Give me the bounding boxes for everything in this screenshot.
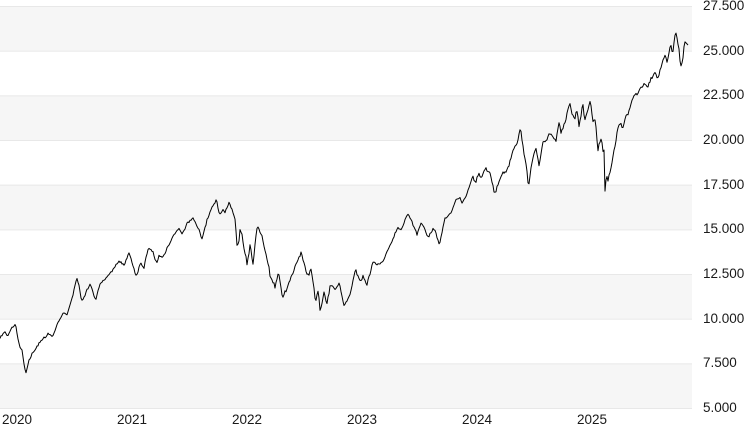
x-tick-label: 2025: [577, 412, 608, 427]
background-band: [0, 184, 692, 230]
x-tick-label: 2023: [347, 412, 378, 427]
y-tick-label: 22.500: [703, 87, 745, 103]
y-tick-label: 25.000: [703, 42, 745, 58]
x-tick-label: 2022: [232, 412, 263, 427]
x-tick-label: 2021: [117, 412, 148, 427]
y-tick-label: 15.000: [703, 221, 745, 237]
y-tick-label: 12.500: [703, 266, 745, 281]
y-tick-label: 5.000: [703, 400, 737, 415]
y-tick-label: 17.500: [703, 176, 745, 192]
price-line: [0, 32, 689, 374]
y-tick-label: 7.500: [703, 355, 737, 371]
y-tick-label: 20.000: [703, 132, 745, 147]
x-tick-label: 2024: [462, 412, 493, 427]
background-band: [0, 95, 692, 140]
x-tick-label: 2020: [2, 412, 33, 427]
background-band: [0, 6, 692, 51]
y-tick-label: 10.000: [703, 310, 745, 326]
background-band: [0, 274, 692, 319]
background-band: [0, 363, 692, 408]
y-tick-label: 27.500: [703, 0, 745, 13]
